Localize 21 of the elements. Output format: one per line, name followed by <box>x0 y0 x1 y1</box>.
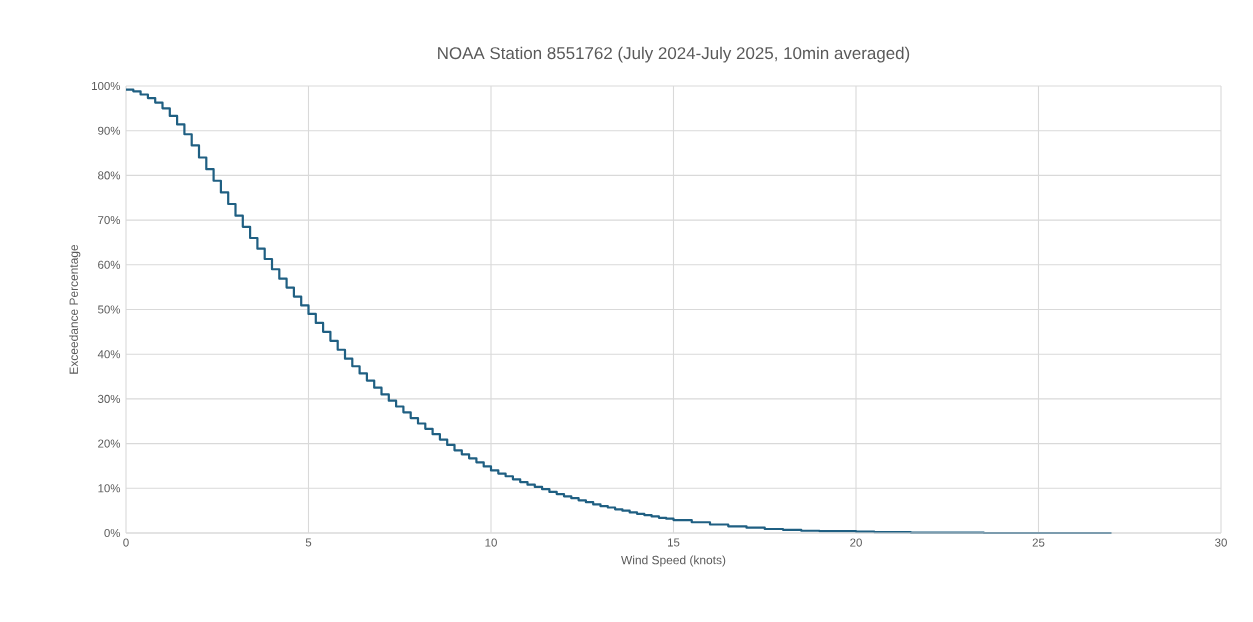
x-tick-label: 5 <box>305 538 312 547</box>
x-tick-label: 10 <box>485 538 497 547</box>
x-tick-label: 15 <box>668 538 680 547</box>
y-tick-label: 10% <box>98 484 121 493</box>
x-tick-label: 30 <box>1215 538 1227 547</box>
y-tick-label: 30% <box>97 394 121 403</box>
y-tick-label: 50% <box>98 305 121 314</box>
y-tick-label: 0% <box>104 528 121 538</box>
y-tick-label: 40% <box>97 350 121 359</box>
chart-title: NOAA Station 8551762 (July 2024-July 2025, 10min averaged) <box>438 46 910 63</box>
y-tick-label: 80% <box>98 171 121 180</box>
x-tick-label: 20 <box>850 538 862 547</box>
x-tick-label: 25 <box>1032 538 1045 547</box>
y-tick-label: 100% <box>92 81 121 91</box>
x-axis-title: Wind Speed (knots) <box>621 555 726 567</box>
y-tick-label: 20% <box>98 439 121 448</box>
y-axis-title: Exceedance Percentage <box>69 244 81 374</box>
y-tick-label: 60% <box>98 260 121 269</box>
x-tick-label: 0 <box>123 538 129 547</box>
y-tick-label: 90% <box>98 126 121 135</box>
y-tick-label: 70% <box>98 216 121 225</box>
